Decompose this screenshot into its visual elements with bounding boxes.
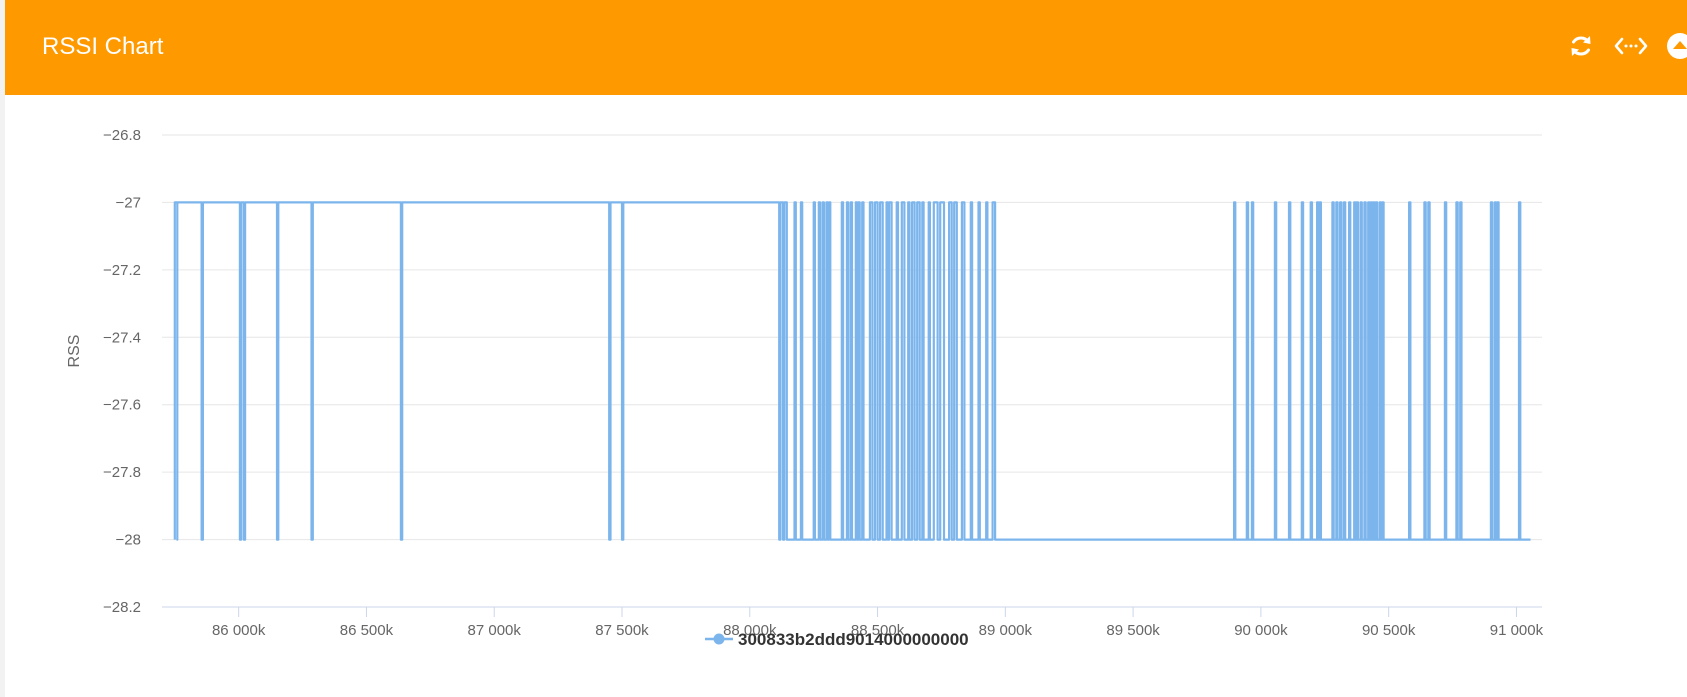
x-tick-label: 86 500k [340,622,394,639]
y-tick-label: −27.4 [103,329,141,346]
y-tick-label: −27.2 [103,262,141,279]
y-tick-label: −28 [116,532,141,549]
x-tick-label: 88 000k [723,622,777,639]
page-title: RSSI Chart [42,33,164,60]
y-tick-label: −27.8 [103,464,141,481]
legend-dot-marker [713,633,725,645]
y-tick-label: −28.2 [103,599,141,616]
expand-icon[interactable] [1614,31,1648,61]
x-tick-label: 90 500k [1362,622,1416,639]
y-tick-label: −27.6 [103,397,141,414]
rssi-line-chart: −26.8 −27 −27.2 −27.4 −27.6 −27.8 −28 −28.2 86 … [66,127,1544,649]
x-tick-label: 87 000k [468,622,522,639]
refresh-icon[interactable] [1566,31,1596,61]
x-tick-label: 88 500k [851,622,905,639]
chart-card: RSSI Chart −26.8 −27 −27.2 −27.4 −27.6 −27.8−… [5,0,1687,697]
legend[interactable]: 300833b2ddd9014000000000 [705,630,969,649]
y-tick-label: −27 [116,194,141,211]
x-tick-label: 91 000k [1490,622,1544,639]
x-tick-label: 86 000k [212,622,266,639]
x-tick-label: 89 000k [979,622,1033,639]
y-axis-label: RSS [66,335,83,368]
x-tick-label: 89 500k [1106,622,1160,639]
collapse-icon[interactable] [1665,31,1687,61]
legend-item-label: 300833b2ddd9014000000000 [738,630,969,649]
y-tick-label: −26.8 [103,127,141,144]
card-header: RSSI Chart [5,0,1687,95]
x-tick-label: 90 000k [1234,622,1288,639]
x-tick-label: 87 500k [595,622,649,639]
series-line[interactable] [173,201,1531,541]
